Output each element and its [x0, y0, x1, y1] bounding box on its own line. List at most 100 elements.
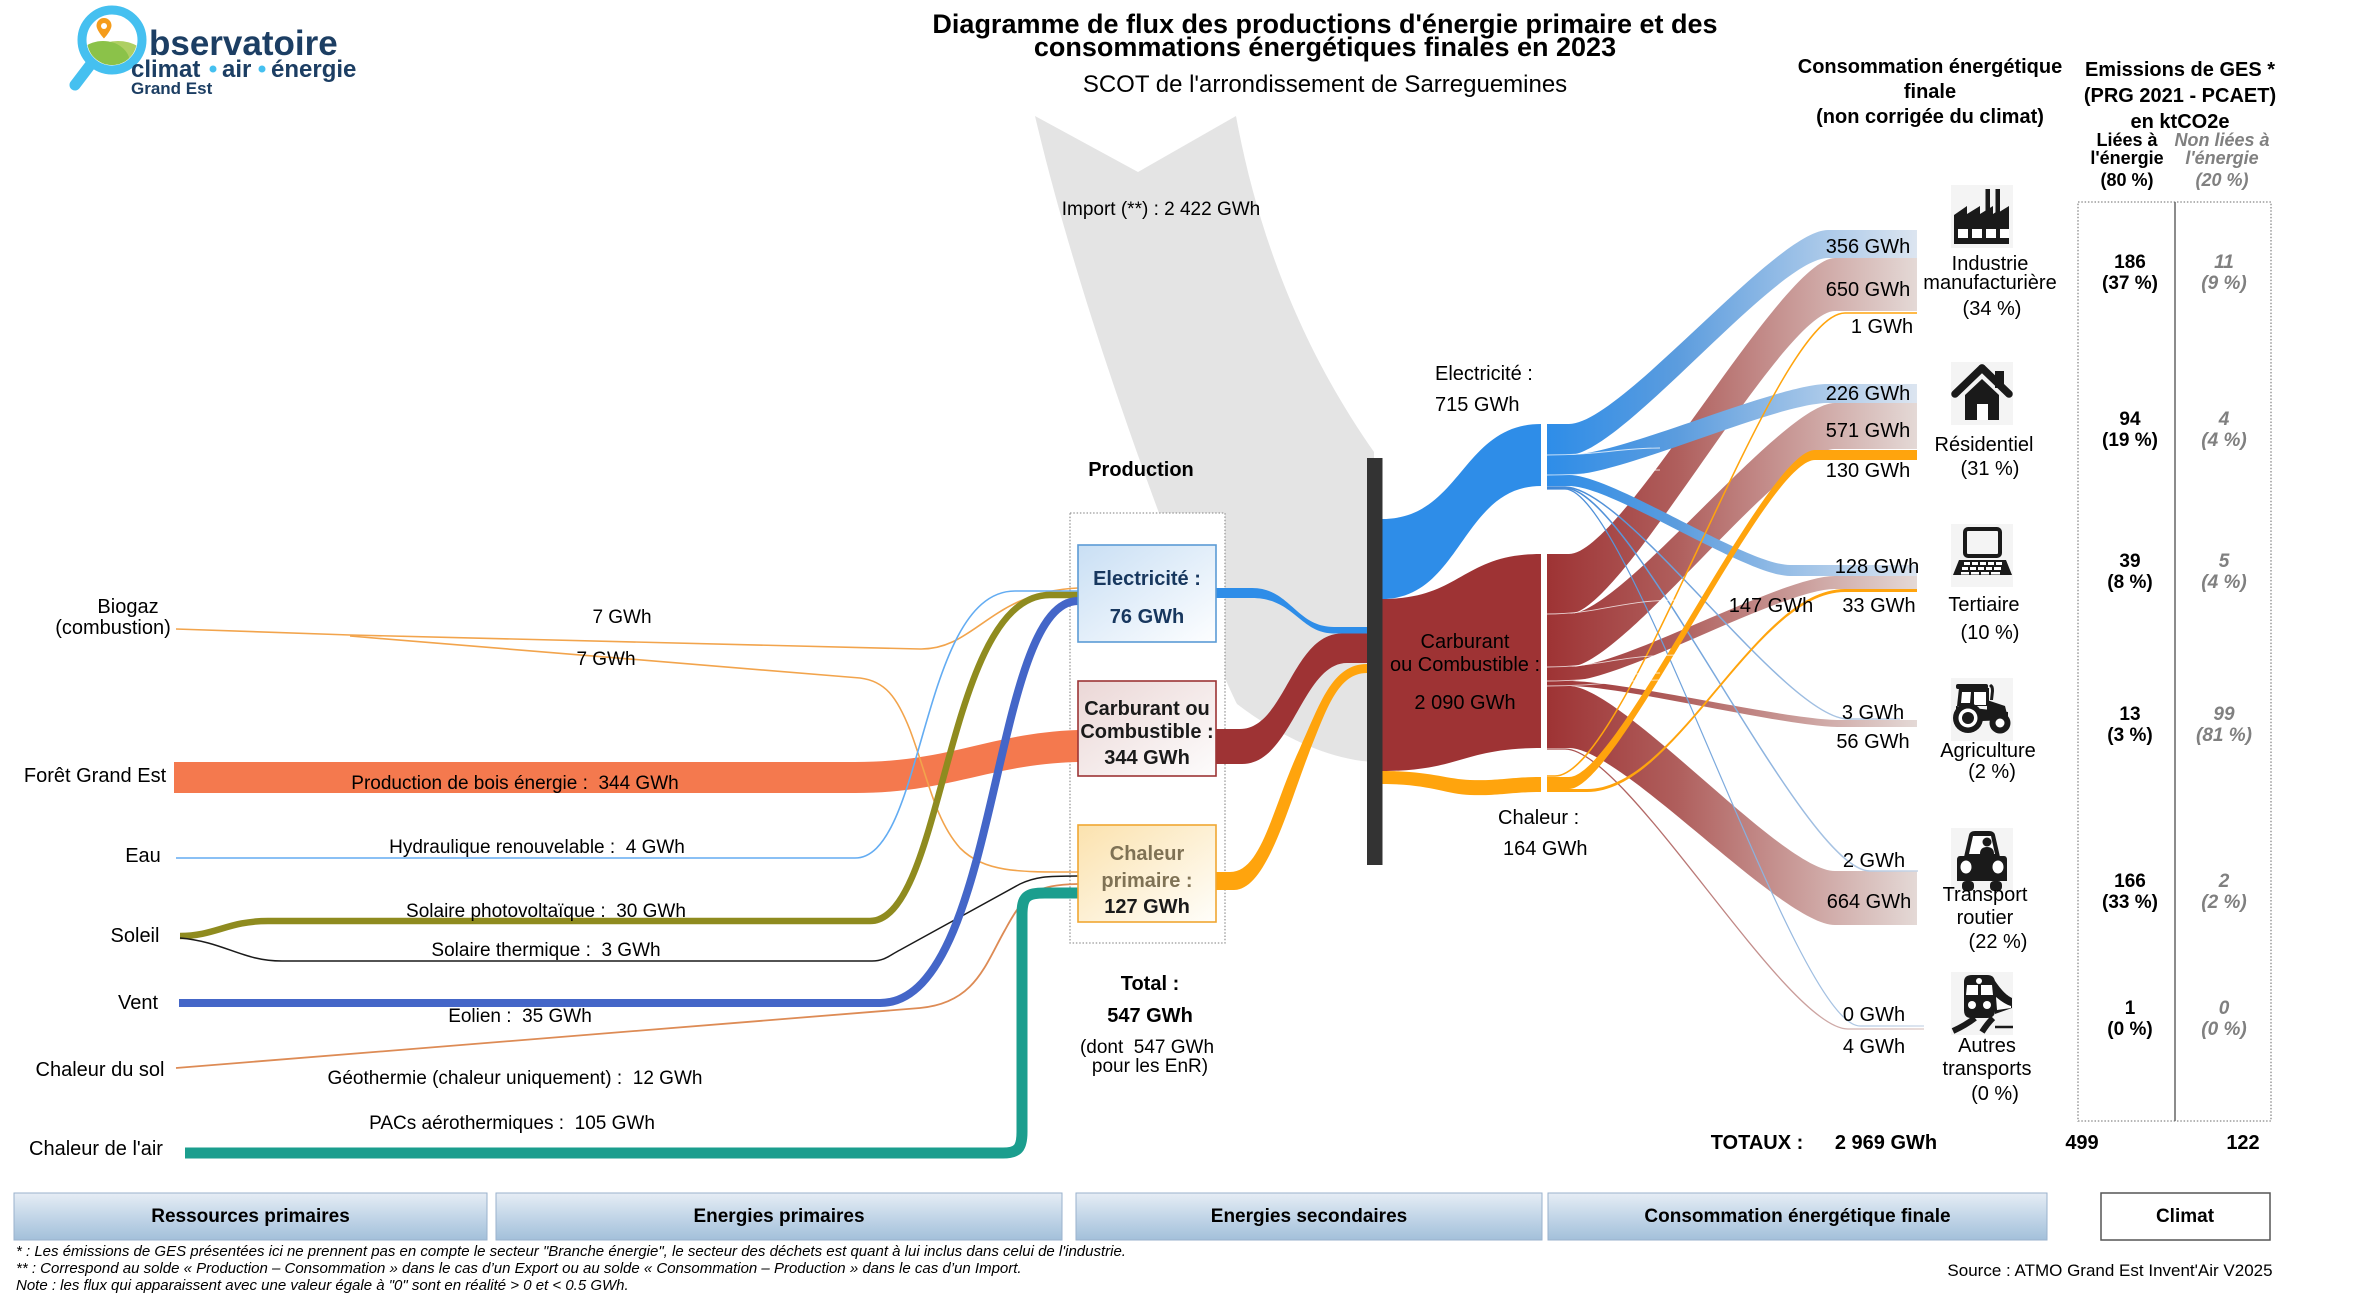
svg-text:consommations énergétiques fin: consommations énergétiques finales en 20…: [1034, 32, 1616, 62]
svg-text:356 GWh: 356 GWh: [1826, 236, 1910, 258]
svg-text:94: 94: [2119, 409, 2141, 430]
svg-text:(31 %): (31 %): [1961, 458, 2020, 480]
svg-text:Forêt Grand Est: Forêt Grand Est: [24, 765, 167, 787]
svg-text:Chaleur :: Chaleur :: [1498, 807, 1579, 829]
svg-text:(22 %): (22 %): [1969, 931, 2028, 953]
svg-text:Consommation énergétique final: Consommation énergétique finale: [1644, 1206, 1950, 1227]
svg-text:(dont 547 GWh: (dont 547 GWh: [1080, 1037, 1214, 1058]
svg-text:Chaleur de l'air: Chaleur de l'air: [29, 1138, 163, 1160]
svg-text:39: 39: [2119, 551, 2140, 572]
svg-text:Source : ATMO Grand Est Invent: Source : ATMO Grand Est Invent'Air V2025: [1947, 1261, 2272, 1280]
svg-text:3 GWh: 3 GWh: [1842, 702, 1904, 724]
svg-text:Solaire thermique : 3 GWh: Solaire thermique : 3 GWh: [431, 940, 660, 961]
svg-text:Energies secondaires: Energies secondaires: [1211, 1206, 1407, 1227]
svg-text:(19 %): (19 %): [2102, 430, 2158, 451]
svg-text:(33 %): (33 %): [2102, 892, 2158, 913]
svg-text:Solaire photovoltaïque : 30 G: Solaire photovoltaïque : 30 GWh: [406, 901, 686, 922]
svg-text:bservatoire: bservatoire: [149, 24, 338, 63]
svg-text:2 GWh: 2 GWh: [1843, 850, 1905, 872]
svg-text:Tertiaire: Tertiaire: [1948, 594, 2019, 616]
svg-text:650 GWh: 650 GWh: [1826, 279, 1910, 301]
svg-text:en ktCO2e: en ktCO2e: [2131, 111, 2230, 133]
svg-text:499: 499: [2065, 1132, 2098, 1154]
svg-text:** : Correspond au solde « Pro: ** : Correspond au solde « Production – …: [16, 1260, 1022, 1277]
svg-text:Energies primaires: Energies primaires: [693, 1206, 864, 1227]
svg-text:128 GWh: 128 GWh: [1835, 556, 1919, 578]
svg-text:Import (**) : 2 422 GWh: Import (**) : 2 422 GWh: [1062, 199, 1261, 220]
svg-text:(3 %): (3 %): [2107, 725, 2152, 746]
svg-text:Vent: Vent: [118, 992, 158, 1014]
svg-text:(0 %): (0 %): [2201, 1019, 2246, 1040]
svg-text:0 GWh: 0 GWh: [1843, 1004, 1905, 1026]
svg-text:Note : les flux qui apparaisse: Note : les flux qui apparaissent avec un…: [16, 1277, 629, 1294]
svg-text:(20 %): (20 %): [2195, 170, 2248, 190]
svg-text:Chaleur du sol: Chaleur du sol: [36, 1059, 165, 1081]
svg-text:Non liées à: Non liées à: [2174, 130, 2269, 150]
svg-text:(81 %): (81 %): [2196, 725, 2252, 746]
svg-text:344 GWh: 344 GWh: [1104, 747, 1190, 769]
svg-text:11: 11: [2214, 252, 2234, 273]
svg-text:Résidentiel: Résidentiel: [1935, 434, 2034, 456]
svg-text:715 GWh: 715 GWh: [1435, 394, 1519, 416]
svg-text:énergie: énergie: [271, 56, 356, 83]
svg-text:1: 1: [2125, 998, 2136, 1019]
svg-text:147 GWh: 147 GWh: [1729, 595, 1813, 617]
svg-text:(2 %): (2 %): [2201, 892, 2246, 913]
svg-text:Liées à: Liées à: [2096, 130, 2158, 150]
svg-text:Transport: Transport: [1943, 884, 2028, 906]
svg-text:664 GWh: 664 GWh: [1827, 891, 1911, 913]
svg-text:Carburant ou: Carburant ou: [1084, 698, 1210, 720]
svg-text:127 GWh: 127 GWh: [1104, 896, 1190, 918]
svg-text:Hydraulique renouvelable : 4: Hydraulique renouvelable : 4 GWh: [389, 837, 685, 858]
svg-text:(37 %): (37 %): [2102, 273, 2158, 294]
svg-text:2: 2: [2218, 871, 2230, 892]
svg-text:186: 186: [2114, 252, 2146, 273]
svg-text:Total :: Total :: [1121, 973, 1180, 995]
svg-text:primaire :: primaire :: [1101, 870, 1192, 892]
svg-text:2 090 GWh: 2 090 GWh: [1414, 692, 1515, 714]
svg-text:(combustion): (combustion): [55, 617, 171, 639]
svg-text:Electricité :: Electricité :: [1093, 568, 1201, 590]
svg-text:Biogaz: Biogaz: [97, 596, 158, 618]
svg-text:SCOT de l'arrondissement de Sa: SCOT de l'arrondissement de Sarreguemine…: [1083, 71, 1567, 98]
svg-text:finale: finale: [1904, 81, 1956, 103]
svg-text:Ressources primaires: Ressources primaires: [151, 1206, 350, 1227]
svg-text:Agriculture: Agriculture: [1940, 740, 2036, 762]
svg-text:routier: routier: [1957, 907, 2014, 929]
svg-text:Electricité :: Electricité :: [1435, 363, 1533, 385]
svg-text:ou Combustible :: ou Combustible :: [1390, 654, 1540, 676]
svg-text:13: 13: [2119, 704, 2140, 725]
svg-text:Chaleur: Chaleur: [1110, 843, 1185, 865]
svg-text:Carburant: Carburant: [1421, 631, 1510, 653]
svg-text:7 GWh: 7 GWh: [576, 649, 635, 670]
svg-text:Géothermie (chaleur uniquement: Géothermie (chaleur uniquement) : 12 GWh: [328, 1068, 703, 1089]
svg-text:* : Les émissions de GES prése: * : Les émissions de GES présentées ici …: [16, 1243, 1126, 1260]
svg-text:manufacturière: manufacturière: [1923, 272, 2056, 294]
svg-text:(PRG 2021 - PCAET): (PRG 2021 - PCAET): [2084, 85, 2276, 107]
svg-text:Production de bois énergie :: Production de bois énergie : 344 GWh: [351, 773, 678, 794]
svg-text:climat: climat: [131, 56, 200, 83]
svg-text:4 GWh: 4 GWh: [1843, 1036, 1905, 1058]
svg-text:547 GWh: 547 GWh: [1107, 1005, 1193, 1027]
svg-text:122: 122: [2226, 1132, 2259, 1154]
svg-text:(34 %): (34 %): [1963, 298, 2022, 320]
svg-text:130 GWh: 130 GWh: [1826, 460, 1910, 482]
svg-text:2 969 GWh: 2 969 GWh: [1835, 1132, 1937, 1154]
svg-text:Diagramme de flux des producti: Diagramme de flux des productions d'éner…: [932, 9, 1717, 39]
svg-text:l'énergie: l'énergie: [2185, 148, 2258, 168]
svg-text:(4 %): (4 %): [2201, 572, 2246, 593]
svg-text:l'énergie: l'énergie: [2090, 148, 2163, 168]
svg-text:Autres: Autres: [1958, 1035, 2016, 1057]
svg-text:(2 %): (2 %): [1968, 761, 2016, 783]
svg-text:Grand Est: Grand Est: [131, 79, 213, 98]
svg-text:571 GWh: 571 GWh: [1826, 420, 1910, 442]
svg-text:TOTAUX :: TOTAUX :: [1711, 1132, 1804, 1154]
svg-text:7 GWh: 7 GWh: [592, 607, 651, 628]
svg-text:76 GWh: 76 GWh: [1110, 606, 1184, 628]
svg-text:(non corrigée du climat): (non corrigée du climat): [1816, 106, 2044, 128]
svg-text:5: 5: [2219, 551, 2230, 572]
svg-text:Production: Production: [1088, 459, 1194, 481]
svg-text:33 GWh: 33 GWh: [1842, 595, 1915, 617]
svg-text:Eolien : 35 GWh: Eolien : 35 GWh: [448, 1006, 592, 1027]
svg-text:Emissions de GES *: Emissions de GES *: [2085, 59, 2275, 81]
